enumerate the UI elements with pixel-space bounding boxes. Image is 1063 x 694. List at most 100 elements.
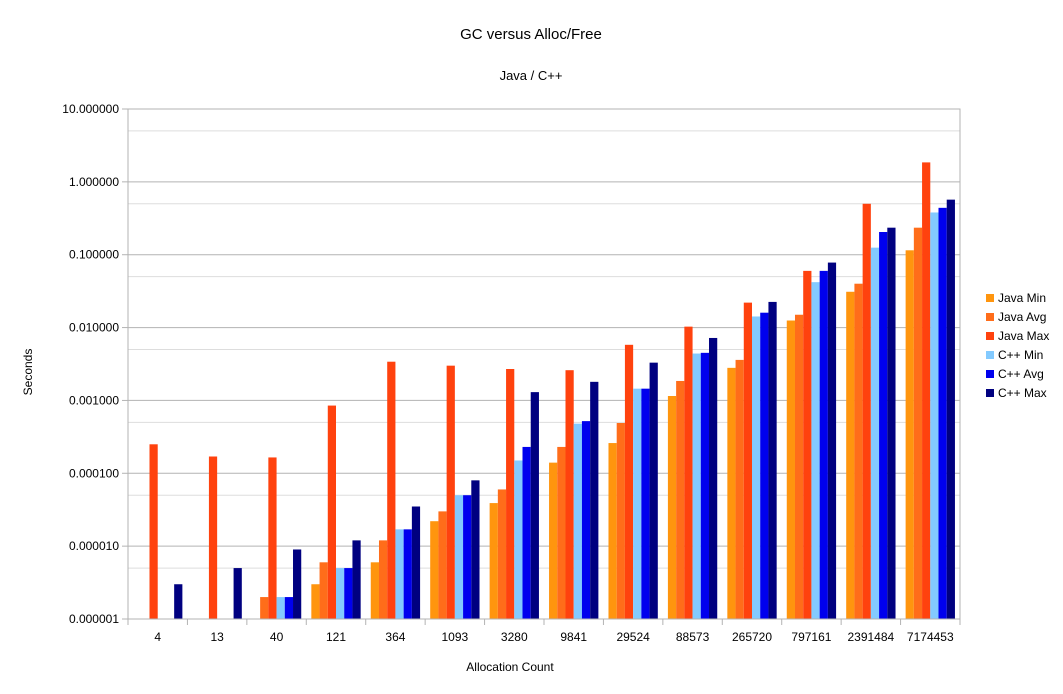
x-tick-label: 364 <box>385 630 405 644</box>
bar-c-max-88573 <box>709 337 718 619</box>
legend: Java Min Java Avg Java Max C++ Min C++ Avg C+… <box>986 291 1049 400</box>
x-tick-label: 1093 <box>442 630 469 644</box>
x-axis-ticks: 4 13 40 121 364 1093 3280 9841 29524 88573 265720 7… <box>127 619 961 644</box>
x-tick-label: 2391484 <box>847 630 894 644</box>
bar-c-min-29524 <box>633 388 642 619</box>
bar-java-max-265720 <box>743 302 752 619</box>
bar-c-avg-3280 <box>522 446 531 619</box>
bar-java-max-4 <box>149 444 158 619</box>
bar-c-max-40 <box>293 549 302 619</box>
x-tick-label: 4 <box>154 630 161 644</box>
bar-c-avg-29524 <box>641 388 650 619</box>
x-tick-label: 265720 <box>732 630 772 644</box>
legend-swatch <box>986 332 994 340</box>
bars <box>149 162 955 620</box>
bar-c-avg-7174453 <box>938 207 947 619</box>
bar-java-min-121 <box>311 584 320 619</box>
bar-c-max-4 <box>174 584 183 619</box>
bar-java-avg-7174453 <box>913 227 923 620</box>
x-tick-label: 29524 <box>616 630 650 644</box>
bar-java-avg-29524 <box>616 423 625 619</box>
y-tick-label: 0.001000 <box>69 393 119 407</box>
x-tick-label: 9841 <box>560 630 587 644</box>
bar-java-max-9841 <box>565 370 574 619</box>
bar-java-avg-364 <box>378 540 388 619</box>
legend-label: C++ Min <box>998 348 1043 362</box>
legend-label: Java Avg <box>998 310 1046 324</box>
y-axis-ticks: 0.000001 0.000010 0.000100 0.001000 0.010000… <box>62 102 128 626</box>
bar-java-avg-88573 <box>676 380 685 619</box>
bar-java-avg-265720 <box>735 359 744 619</box>
bar-c-min-121 <box>336 568 345 619</box>
bar-c-min-7174453 <box>930 212 939 620</box>
legend-swatch <box>986 313 994 321</box>
bar-c-avg-2391484 <box>879 232 888 619</box>
x-tick-label: 88573 <box>676 630 710 644</box>
bar-c-avg-121 <box>344 568 353 619</box>
bar-java-max-88573 <box>684 326 693 619</box>
bar-java-max-29524 <box>624 344 634 619</box>
bar-java-avg-797161 <box>794 314 804 619</box>
bar-java-max-364 <box>387 361 396 619</box>
x-tick-label: 121 <box>326 630 346 644</box>
bar-java-max-2391484 <box>862 203 871 620</box>
bar-c-avg-797161 <box>819 270 828 619</box>
legend-label: Java Min <box>998 291 1046 305</box>
bar-c-min-1093 <box>454 495 464 619</box>
bar-java-min-1093 <box>430 521 439 619</box>
bar-java-min-7174453 <box>905 250 914 620</box>
bar-c-avg-88573 <box>700 352 710 619</box>
legend-label: C++ Max <box>998 386 1047 400</box>
bar-c-avg-40 <box>284 597 294 619</box>
bar-java-avg-40 <box>260 597 269 619</box>
bar-java-min-9841 <box>549 462 558 619</box>
x-tick-label: 7174453 <box>907 630 954 644</box>
bar-java-avg-1093 <box>438 511 447 619</box>
bar-java-min-3280 <box>489 503 498 619</box>
legend-swatch <box>986 389 994 397</box>
x-tick-label: 40 <box>270 630 284 644</box>
bar-c-avg-265720 <box>760 312 769 619</box>
y-tick-label: 0.000001 <box>69 612 119 626</box>
bar-c-max-1093 <box>471 480 480 619</box>
plot-area: 0.000001 0.000010 0.000100 0.001000 0.010000… <box>62 102 961 644</box>
bar-java-min-29524 <box>608 443 617 619</box>
bar-java-max-40 <box>268 457 277 619</box>
bar-c-max-265720 <box>768 301 777 619</box>
bar-c-max-3280 <box>530 392 539 619</box>
bar-java-avg-3280 <box>497 489 507 619</box>
chart-subtitle: Java / C++ <box>500 68 563 83</box>
bar-c-avg-9841 <box>581 421 591 619</box>
bar-c-max-121 <box>352 540 361 619</box>
bar-c-min-3280 <box>514 460 523 619</box>
bar-c-max-29524 <box>649 362 658 619</box>
y-tick-label: 0.010000 <box>69 321 119 335</box>
bar-c-min-40 <box>276 597 285 619</box>
y-axis-label: Seconds <box>21 349 35 396</box>
bar-java-avg-9841 <box>557 446 566 619</box>
chart-title: GC versus Alloc/Free <box>460 26 602 43</box>
bar-java-max-13 <box>208 456 218 619</box>
y-tick-label: 0.000010 <box>69 539 119 553</box>
bar-c-max-364 <box>411 506 421 619</box>
bar-c-max-9841 <box>590 381 599 619</box>
bar-java-max-3280 <box>506 369 515 619</box>
legend-swatch <box>986 370 994 378</box>
bar-java-avg-2391484 <box>854 283 863 619</box>
bar-java-min-88573 <box>667 396 677 619</box>
bar-c-min-2391484 <box>870 247 880 620</box>
x-tick-label: 797161 <box>791 630 831 644</box>
bar-java-max-121 <box>327 405 336 619</box>
bar-java-min-2391484 <box>846 291 855 619</box>
y-tick-label: 0.000100 <box>69 466 119 480</box>
bar-java-max-797161 <box>803 270 812 619</box>
bar-c-min-88573 <box>692 353 701 619</box>
legend-swatch <box>986 294 994 302</box>
bar-c-max-13 <box>233 568 242 619</box>
bar-java-max-1093 <box>446 365 455 619</box>
bar-c-max-797161 <box>827 262 837 619</box>
legend-swatch <box>986 351 994 359</box>
bar-java-max-7174453 <box>922 162 931 619</box>
bar-c-min-364 <box>395 529 404 619</box>
